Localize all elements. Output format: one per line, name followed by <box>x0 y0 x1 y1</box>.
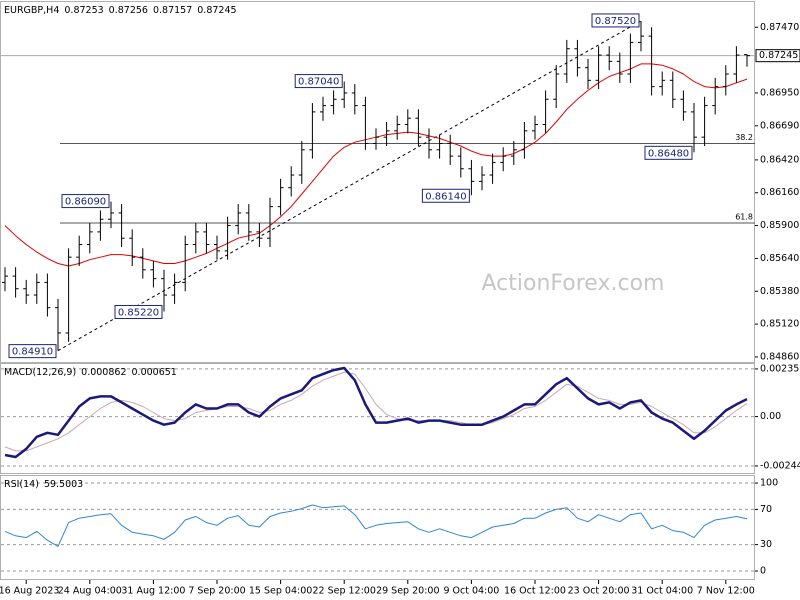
y-tick-label: 0.86420 <box>760 154 799 165</box>
x-tick-label: 22 Sep 12:00 <box>312 586 375 597</box>
y-tick-label: -0.002442 <box>760 460 800 471</box>
x-tick-label: 15 Sep 04:00 <box>249 586 312 597</box>
annotation-box <box>8 344 57 359</box>
indicator-line <box>4 504 748 547</box>
annotation-box <box>591 13 640 28</box>
annotation-label: 0.86480 <box>648 148 689 159</box>
annotation-label: 0.85220 <box>118 307 159 318</box>
x-tick-label: 16 Oct 12:00 <box>504 586 566 597</box>
indicator-line <box>4 366 748 459</box>
annotation-box <box>294 74 343 89</box>
x-tick-label: 7 Sep 20:00 <box>188 586 245 597</box>
annotation-label: 0.87520 <box>595 16 636 27</box>
y-tick-label: 100 <box>760 478 778 489</box>
header-part: MACD(12,26,9) <box>4 367 76 378</box>
y-tick-label: 0.002356 <box>760 363 800 374</box>
annotation-label: 0.86140 <box>425 191 466 202</box>
header-part: 0.87253 <box>64 5 103 16</box>
header-part: 0.000862 <box>81 367 126 378</box>
x-tick-label: 29 Sep 20:00 <box>376 586 439 597</box>
indicator-line <box>4 371 748 452</box>
x-tick-label: 9 Oct 04:00 <box>443 586 499 597</box>
y-tick-label: 0.86160 <box>760 187 799 198</box>
panel-header: RSI(14) 59.5003 <box>4 479 83 490</box>
header-part: 59.5003 <box>44 479 83 490</box>
macd-panel <box>0 363 755 474</box>
panel-header: MACD(12,26,9) 0.000862 0.000651 <box>4 367 177 378</box>
y-tick-label: 30 <box>760 539 772 550</box>
y-tick-label: 0.00 <box>760 411 781 422</box>
annotation-box <box>61 194 110 209</box>
panel-header: EURGBP,H4 0.87253 0.87256 0.87157 0.87245 <box>4 5 237 16</box>
header-part: 0.000651 <box>132 367 177 378</box>
y-tick-label: 0.85380 <box>760 286 799 297</box>
annotation-label: 0.86090 <box>65 197 106 208</box>
x-tick-label: 31 Oct 04:00 <box>631 586 693 597</box>
x-tick-label: 24 Aug 04:00 <box>58 586 122 597</box>
y-tick-label: 0.85900 <box>760 220 799 231</box>
annotation-box <box>644 145 693 160</box>
y-tick-label: 0.86690 <box>760 120 799 131</box>
annotation-label: 0.87040 <box>298 77 339 88</box>
x-tick-label: 7 Nov 12:00 <box>697 586 755 597</box>
annotation-box <box>114 304 163 319</box>
y-tick-label: 0.87470 <box>760 22 799 33</box>
fib-label: 38.2 <box>735 133 753 142</box>
header-part: 0.87157 <box>153 5 192 16</box>
header-part: 0.87256 <box>109 5 148 16</box>
trendline <box>57 20 642 352</box>
y-tick-label: 0.86950 <box>760 87 799 98</box>
y-tick-label: 0.85640 <box>760 253 799 264</box>
annotation-box <box>421 188 470 203</box>
y-tick-label: 70 <box>760 504 772 515</box>
annotation-label: 0.84910 <box>12 347 53 358</box>
y-tick-label: 0.85120 <box>760 319 799 330</box>
price-panel <box>0 1 755 363</box>
x-tick-label: 23 Oct 20:00 <box>568 586 630 597</box>
y-tick-label: 0 <box>760 566 766 577</box>
header-part: RSI(14) <box>4 479 39 490</box>
x-tick-label: 16 Aug 2023 <box>0 586 59 597</box>
header-part: EURGBP,H4 <box>4 5 59 16</box>
y-tick-label: 0.84860 <box>760 351 799 362</box>
x-tick-label: 31 Aug 12:00 <box>121 586 185 597</box>
current-price-label: 0.87245 <box>759 50 798 61</box>
rsi-panel <box>0 475 755 580</box>
current-price-box <box>755 49 800 63</box>
header-part: 0.87245 <box>197 5 236 16</box>
watermark: ActionForex.com <box>482 271 665 296</box>
fib-label: 61.8 <box>735 213 753 222</box>
